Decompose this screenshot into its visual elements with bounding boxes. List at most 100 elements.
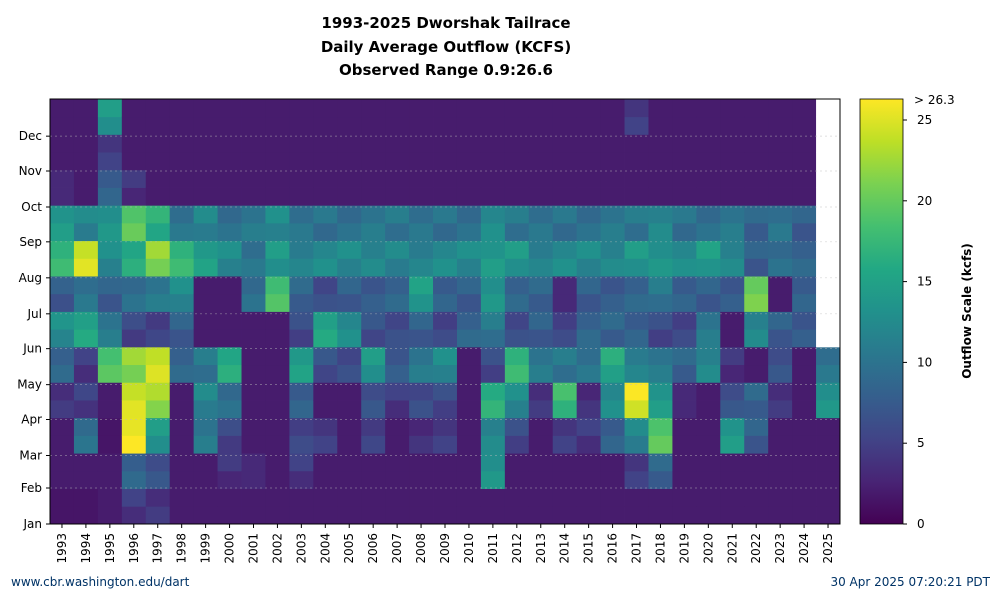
heatmap-cell	[385, 187, 410, 206]
heatmap-cell	[169, 240, 195, 259]
heatmap-cell	[97, 258, 123, 277]
heatmap-cell	[504, 382, 530, 401]
heatmap-cell	[409, 346, 434, 366]
heatmap-cell	[50, 134, 75, 153]
heatmap-cell	[792, 293, 817, 312]
heatmap-cell	[385, 400, 410, 419]
heatmap-cell	[648, 329, 673, 348]
heatmap-cell	[73, 488, 99, 507]
heatmap-cell	[409, 116, 434, 135]
heatmap-cell	[385, 382, 410, 401]
heatmap-cell	[624, 488, 649, 507]
heatmap-cell	[241, 417, 266, 436]
colorbar-tick-label: 20	[917, 194, 932, 208]
heatmap-cell	[768, 276, 793, 295]
heatmap-cell	[456, 258, 482, 277]
heatmap-cell	[528, 258, 554, 277]
heatmap-cell	[744, 400, 769, 419]
heatmap-cell	[552, 205, 578, 224]
heatmap-cell	[97, 364, 123, 383]
heatmap-cell	[768, 99, 793, 118]
heatmap-cell	[313, 276, 338, 295]
heatmap-cell	[720, 116, 745, 135]
heatmap-cell	[217, 169, 242, 188]
heatmap-cell	[504, 258, 530, 277]
heatmap-cell	[552, 276, 578, 295]
heatmap-cell	[169, 134, 195, 153]
heatmap-cell	[97, 470, 123, 489]
heatmap-cell	[768, 240, 793, 259]
heatmap-cell	[552, 134, 578, 153]
heatmap-cell	[50, 222, 75, 242]
heatmap-cell	[409, 470, 434, 489]
heatmap-cell	[696, 276, 721, 295]
heatmap-cell	[169, 99, 195, 118]
x-tick-label: 1996	[127, 533, 141, 564]
heatmap-cell	[816, 222, 841, 242]
heatmap-cell	[313, 364, 338, 383]
heatmap-cell	[816, 417, 841, 436]
heatmap-cell	[816, 276, 841, 295]
x-tick-label: 2020	[701, 533, 715, 564]
x-tick-label: 1994	[79, 533, 93, 564]
heatmap-cell	[744, 134, 769, 153]
heatmap-cell	[169, 329, 195, 348]
heatmap-cell	[480, 187, 506, 206]
heatmap-cell	[145, 152, 171, 171]
heatmap-cell	[265, 293, 290, 312]
heatmap-cell	[576, 276, 602, 295]
x-tick-label: 1993	[55, 533, 69, 564]
heatmap-cell	[528, 152, 554, 171]
heatmap-cell	[169, 258, 195, 277]
heatmap-cell	[456, 276, 482, 295]
heatmap-cell	[648, 382, 673, 401]
heatmap-cell	[385, 258, 410, 277]
heatmap-cell	[600, 205, 625, 224]
heatmap-cell	[672, 134, 697, 153]
heatmap-cell	[624, 417, 649, 436]
heatmap-cell	[528, 488, 554, 507]
x-tick-label: 1995	[103, 533, 117, 564]
heatmap-cell	[169, 453, 195, 472]
heatmap-cell	[361, 293, 386, 312]
heatmap-cell	[456, 506, 482, 525]
footer-url[interactable]: www.cbr.washington.edu/dart	[11, 575, 190, 589]
y-tick-label: Aug	[19, 271, 42, 285]
heatmap-cell	[169, 435, 195, 454]
heatmap-cell	[816, 382, 841, 401]
heatmap-cell	[792, 400, 817, 419]
heatmap-cell	[193, 346, 218, 366]
heatmap-cell	[265, 470, 290, 489]
heatmap-cell	[385, 116, 410, 135]
heatmap-cell	[385, 134, 410, 153]
heatmap-cell	[193, 488, 218, 507]
heatmap-cell	[792, 329, 817, 348]
heatmap-cell	[50, 169, 75, 188]
heatmap-cell	[576, 134, 602, 153]
heatmap-cell	[720, 453, 745, 472]
heatmap-cell	[600, 364, 625, 383]
heatmap-cell	[409, 240, 434, 259]
heatmap-cell	[145, 187, 171, 206]
heatmap-cell	[576, 506, 602, 525]
heatmap-cell	[409, 187, 434, 206]
heatmap-cell	[816, 187, 841, 206]
heatmap-cell	[241, 276, 266, 295]
heatmap-cell	[600, 240, 625, 259]
heatmap-cell	[121, 417, 147, 436]
heatmap-cell	[433, 276, 458, 295]
heatmap-cell	[792, 258, 817, 277]
heatmap-cell	[193, 293, 218, 312]
heatmap-cell	[696, 293, 721, 312]
heatmap-cell	[792, 382, 817, 401]
heatmap-cell	[385, 311, 410, 330]
heatmap-cell	[145, 506, 171, 525]
heatmap-cell	[792, 453, 817, 472]
heatmap-cell	[456, 169, 482, 188]
heatmap-cell	[169, 364, 195, 383]
x-tick-label: 2025	[821, 533, 835, 564]
heatmap-cell	[744, 417, 769, 436]
heatmap-cell	[121, 258, 147, 277]
heatmap-cell	[193, 311, 218, 330]
heatmap-cell	[433, 364, 458, 383]
